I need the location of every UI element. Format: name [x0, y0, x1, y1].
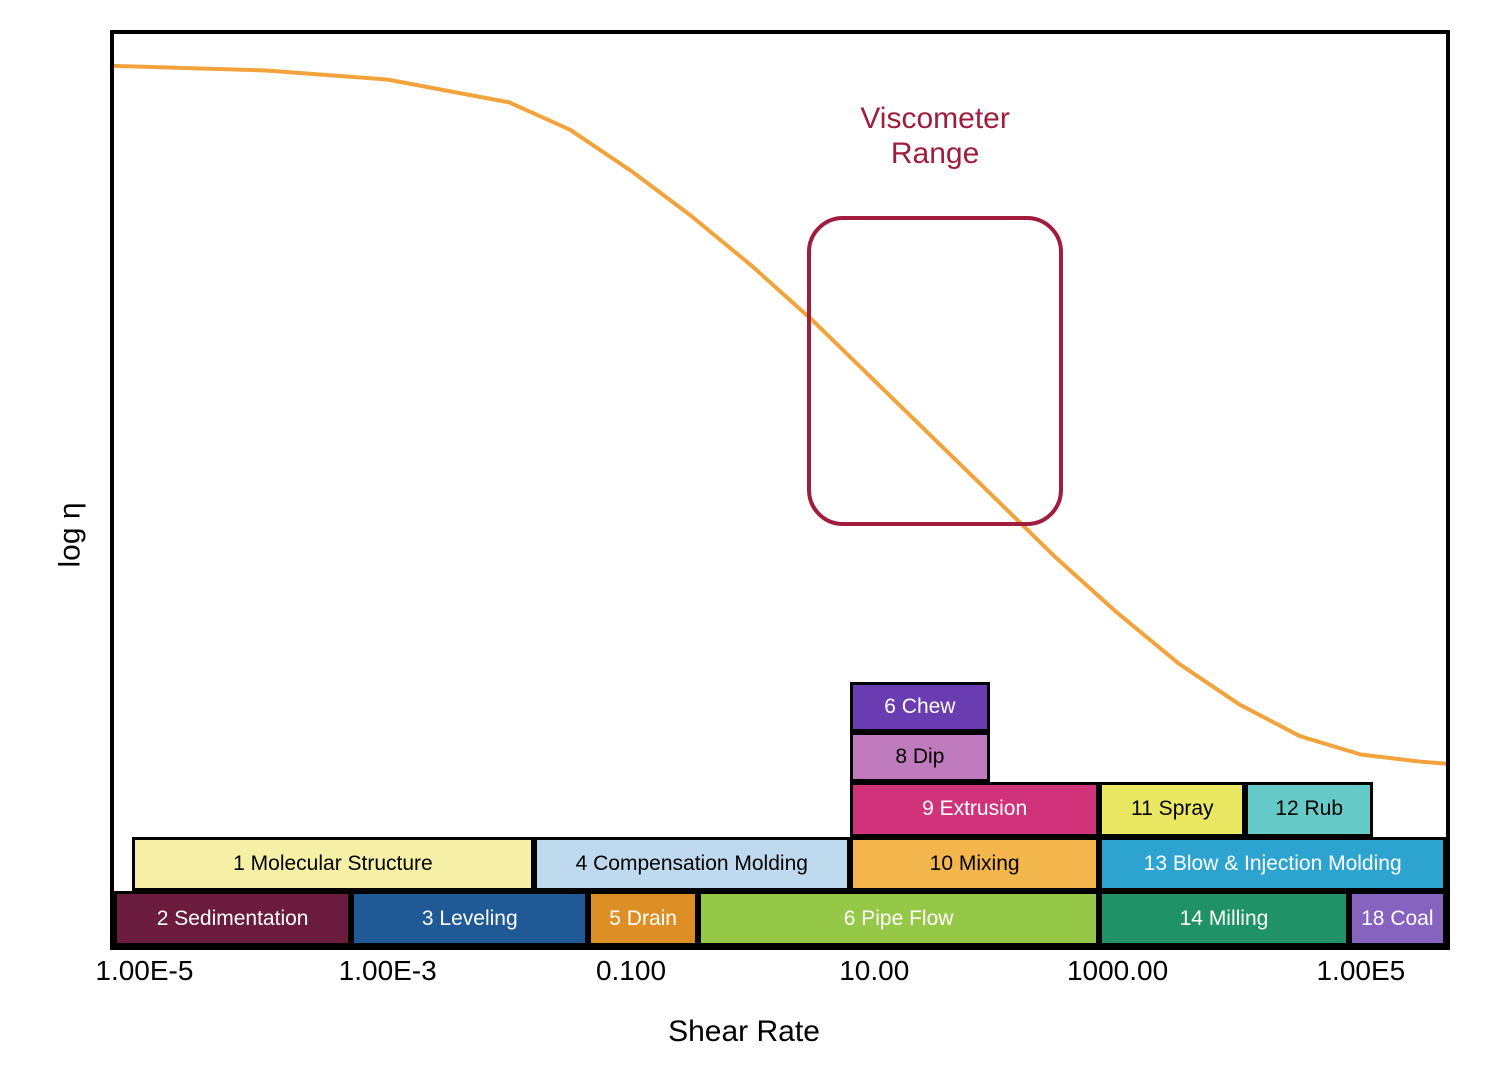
- x-tick-label: 1.00E-3: [339, 955, 437, 987]
- x-axis-label: Shear Rate: [668, 1015, 820, 1049]
- process-block: 6 Pipe Flow: [698, 891, 1099, 946]
- viscometer-range-label: Viscometer Range: [835, 102, 1035, 171]
- x-tick-label: 1.00E5: [1316, 955, 1405, 987]
- process-block: 11 Spray: [1099, 782, 1245, 837]
- viscometer-range-box: [807, 216, 1062, 526]
- process-block: 14 Milling: [1099, 891, 1348, 946]
- viscometer-label-line1: Viscometer: [835, 102, 1035, 137]
- x-tick-label: 1000.00: [1067, 955, 1168, 987]
- process-block: 5 Drain: [588, 891, 697, 946]
- process-block: 3 Leveling: [351, 891, 588, 946]
- process-block: 1 Molecular Structure: [132, 837, 533, 892]
- chart-container: log η Viscometer Range 1 Molecular Struc…: [20, 20, 1468, 1049]
- x-tick-label: 0.100: [596, 955, 666, 987]
- x-tick-label: 1.00E-5: [95, 955, 193, 987]
- process-block: 4 Compensation Molding: [534, 837, 850, 892]
- process-block: 10 Mixing: [850, 837, 1099, 892]
- viscometer-label-line2: Range: [835, 137, 1035, 172]
- x-tick-label: 10.00: [839, 955, 909, 987]
- process-block: 13 Blow & Injection Molding: [1099, 837, 1446, 892]
- process-block: 12 Rub: [1245, 782, 1373, 837]
- plot-area: Viscometer Range 1 Molecular Structure4 …: [110, 30, 1450, 950]
- process-block: 6 Chew: [850, 682, 990, 732]
- y-axis-label: log η: [54, 502, 88, 567]
- process-block: 9 Extrusion: [850, 782, 1099, 837]
- process-block: 8 Dip: [850, 732, 990, 782]
- process-block: 18 Coal: [1349, 891, 1446, 946]
- process-block: 2 Sedimentation: [114, 891, 351, 946]
